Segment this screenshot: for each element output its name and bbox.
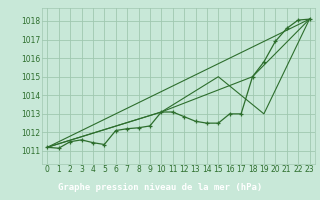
Text: Graphe pression niveau de la mer (hPa): Graphe pression niveau de la mer (hPa): [58, 183, 262, 192]
